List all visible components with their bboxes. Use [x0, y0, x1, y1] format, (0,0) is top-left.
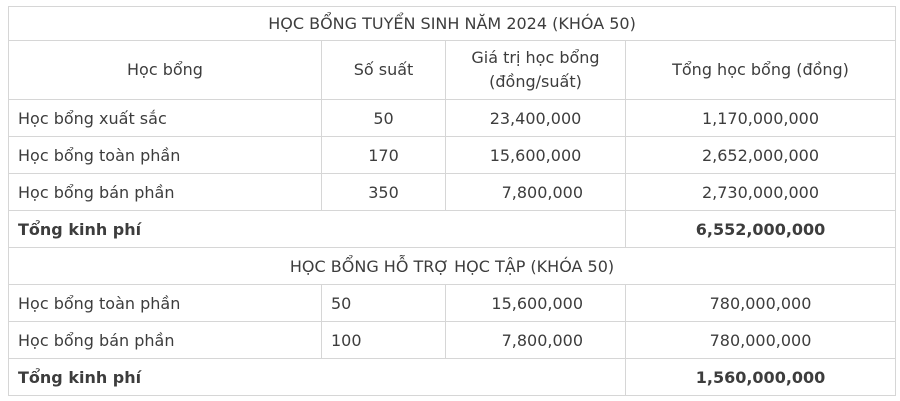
column-header: Tổng học bổng (đồng): [624, 40, 897, 100]
table-row: Học bổng toàn phần 170 15,600,000 2,652,…: [8, 136, 897, 174]
cell-total: 780,000,000: [624, 284, 897, 322]
cell-count: 170: [321, 136, 446, 174]
column-header: Học bổng: [8, 40, 322, 100]
cell-name: Học bổng xuất sắc: [8, 99, 322, 137]
cell-value: 23,400,000: [445, 99, 626, 137]
total-value: 1,560,000,000: [624, 358, 897, 396]
cell-value: 15,600,000: [445, 136, 626, 174]
cell-name: Học bổng toàn phần: [8, 284, 322, 322]
cell-total: 780,000,000: [624, 321, 897, 359]
cell-name: Học bổng bán phần: [8, 321, 322, 359]
total-label: Tổng kinh phí: [8, 210, 626, 248]
cell-count: 350: [321, 173, 446, 211]
total-row: Tổng kinh phí 6,552,000,000: [8, 210, 897, 248]
scholarship-table: HỌC BỔNG TUYỂN SINH NĂM 2024 (KHÓA 50) H…: [7, 6, 897, 396]
table-row: Học bổng toàn phần 50 15,600,000 780,000…: [8, 284, 897, 322]
section-title: HỌC BỔNG TUYỂN SINH NĂM 2024 (KHÓA 50): [7, 6, 897, 41]
total-row: Tổng kinh phí 1,560,000,000: [8, 358, 897, 396]
cell-count: 50: [321, 284, 446, 322]
cell-total: 1,170,000,000: [624, 99, 897, 137]
cell-name: Học bổng bán phần: [8, 173, 322, 211]
cell-total: 2,730,000,000: [624, 173, 897, 211]
column-header: Số suất: [321, 40, 446, 100]
cell-name: Học bổng toàn phần: [8, 136, 322, 174]
column-header: Giá trị học bổng (đồng/suất): [445, 40, 626, 100]
total-value: 6,552,000,000: [624, 210, 897, 248]
cell-value: 15,600,000: [445, 284, 626, 322]
header-row: Học bổng Số suất Giá trị học bổng (đồng/…: [8, 40, 897, 100]
cell-count: 50: [321, 99, 446, 137]
section-title: HỌC BỔNG HỖ TRỢ HỌC TẬP (KHÓA 50): [7, 247, 897, 285]
total-label: Tổng kinh phí: [8, 358, 626, 396]
table-row: Học bổng bán phần 100 7,800,000 780,000,…: [8, 321, 897, 359]
cell-total: 2,652,000,000: [624, 136, 897, 174]
cell-count: 100: [321, 321, 446, 359]
table-row: Học bổng bán phần 350 7,800,000 2,730,00…: [8, 173, 897, 211]
table-row: Học bổng xuất sắc 50 23,400,000 1,170,00…: [8, 99, 897, 137]
cell-value: 7,800,000: [445, 321, 626, 359]
cell-value: 7,800,000: [445, 173, 626, 211]
